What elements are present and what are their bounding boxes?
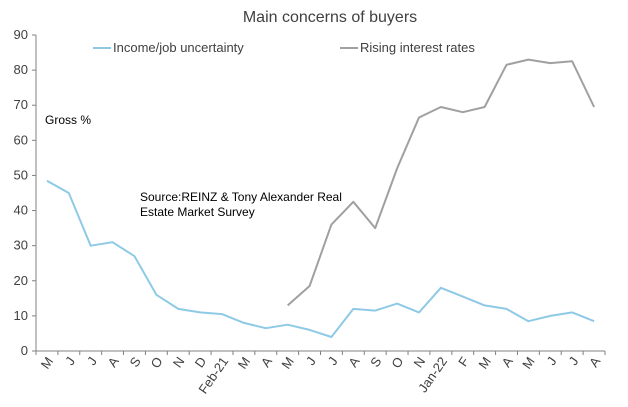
source-annotation-line-2: Estate Market Survey <box>140 205 255 219</box>
x-tick-label: M <box>235 354 254 371</box>
x-tick-label: N <box>411 354 429 370</box>
x-tick-label: M <box>519 354 538 371</box>
axes <box>32 34 606 355</box>
series-lines <box>46 58 596 338</box>
y-tick-label: 60 <box>14 132 28 147</box>
x-tick-label: J <box>565 354 581 368</box>
x-tick-label: J <box>62 354 78 368</box>
x-tick-label: O <box>148 354 166 371</box>
x-tick-label: S <box>126 354 143 370</box>
y-tick-label: 50 <box>14 167 28 182</box>
x-tick-label: A <box>499 354 516 370</box>
legend-label-1: Income/job uncertainty <box>113 40 244 55</box>
x-tick-label: J <box>544 354 560 368</box>
x-tick-label: A <box>258 354 275 370</box>
legend-label-2: Rising interest rates <box>360 40 475 55</box>
y-tick-labels: 0 10 20 30 40 50 60 70 80 90 <box>14 27 28 358</box>
x-tick-label: A <box>586 354 603 370</box>
x-tick-label: A <box>345 354 362 370</box>
x-tick-label: J <box>325 354 341 368</box>
x-tick-label: J <box>84 354 100 368</box>
x-tick-label: D <box>192 354 210 370</box>
x-tick-label: S <box>367 354 384 370</box>
y-tick-label: 10 <box>14 308 28 323</box>
x-tick-label: M <box>278 354 297 371</box>
y-tick-label: 20 <box>14 273 28 288</box>
units-annotation: Gross % <box>45 113 91 127</box>
source-annotation-line-1: Source:REINZ & Tony Alexander Real <box>140 190 342 204</box>
x-tick-label: M <box>38 354 57 371</box>
y-tick-label: 30 <box>14 238 28 253</box>
x-tick-label: F <box>455 354 472 369</box>
chart-title: Main concerns of buyers <box>243 9 417 26</box>
y-tick-label: 90 <box>14 27 28 42</box>
x-tick-label: A <box>105 354 122 370</box>
y-tick-label: 70 <box>14 97 28 112</box>
x-tick-label: O <box>388 354 406 371</box>
x-tick-label: J <box>303 354 319 368</box>
x-tick-label: M <box>475 354 494 371</box>
y-tick-label: 40 <box>14 203 28 218</box>
y-tick-label: 80 <box>14 62 28 77</box>
y-tick-label: 0 <box>21 343 28 358</box>
legend: Income/job uncertainty Rising interest ra… <box>93 40 475 55</box>
series-line-2 <box>287 58 596 307</box>
x-tick-label: N <box>170 354 188 370</box>
series-line-1 <box>46 179 595 338</box>
